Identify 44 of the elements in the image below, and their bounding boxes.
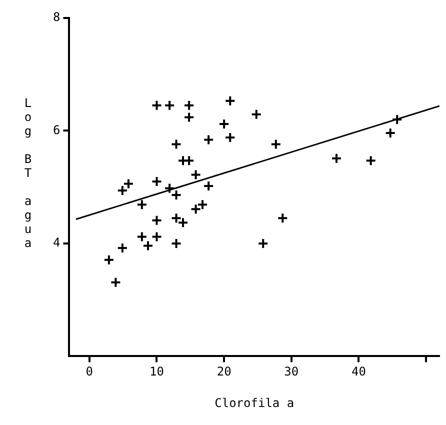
point (224, 95, 236, 106)
point (151, 231, 162, 242)
point (277, 212, 288, 224)
point (203, 180, 214, 192)
point (218, 118, 230, 130)
point (365, 155, 376, 166)
y-tick-label: 4 (52, 236, 60, 250)
y-tick-label: 6 (52, 122, 60, 137)
point (164, 100, 176, 111)
point (258, 238, 269, 249)
point (250, 108, 262, 120)
point (270, 138, 282, 150)
y-axis-title: Log BT agua (21, 96, 35, 250)
point (330, 152, 342, 164)
point (136, 231, 148, 242)
point (184, 112, 195, 123)
point (384, 127, 396, 138)
point (190, 204, 202, 215)
point (110, 276, 122, 288)
point (136, 199, 148, 210)
point (392, 114, 403, 125)
point (116, 242, 128, 254)
point (170, 138, 182, 150)
point (190, 169, 202, 180)
point (203, 134, 214, 146)
point (170, 238, 182, 249)
point (103, 254, 114, 266)
x-tick-label: 20 (216, 364, 232, 379)
point (197, 199, 208, 210)
point (122, 178, 134, 190)
point (142, 240, 154, 252)
point (151, 214, 162, 226)
x-tick-label: 0 (86, 364, 94, 379)
x-tick-label: 40 (351, 364, 366, 379)
x-axis-title: Clorofila a (214, 396, 294, 410)
point (151, 176, 162, 187)
x-tick-label: 10 (150, 364, 164, 379)
point (151, 100, 162, 111)
x-tick-label: 30 (284, 364, 299, 379)
point (184, 155, 195, 166)
point (116, 184, 128, 196)
point (224, 132, 236, 143)
y-tick-label: 8 (52, 10, 60, 24)
point (184, 100, 195, 111)
